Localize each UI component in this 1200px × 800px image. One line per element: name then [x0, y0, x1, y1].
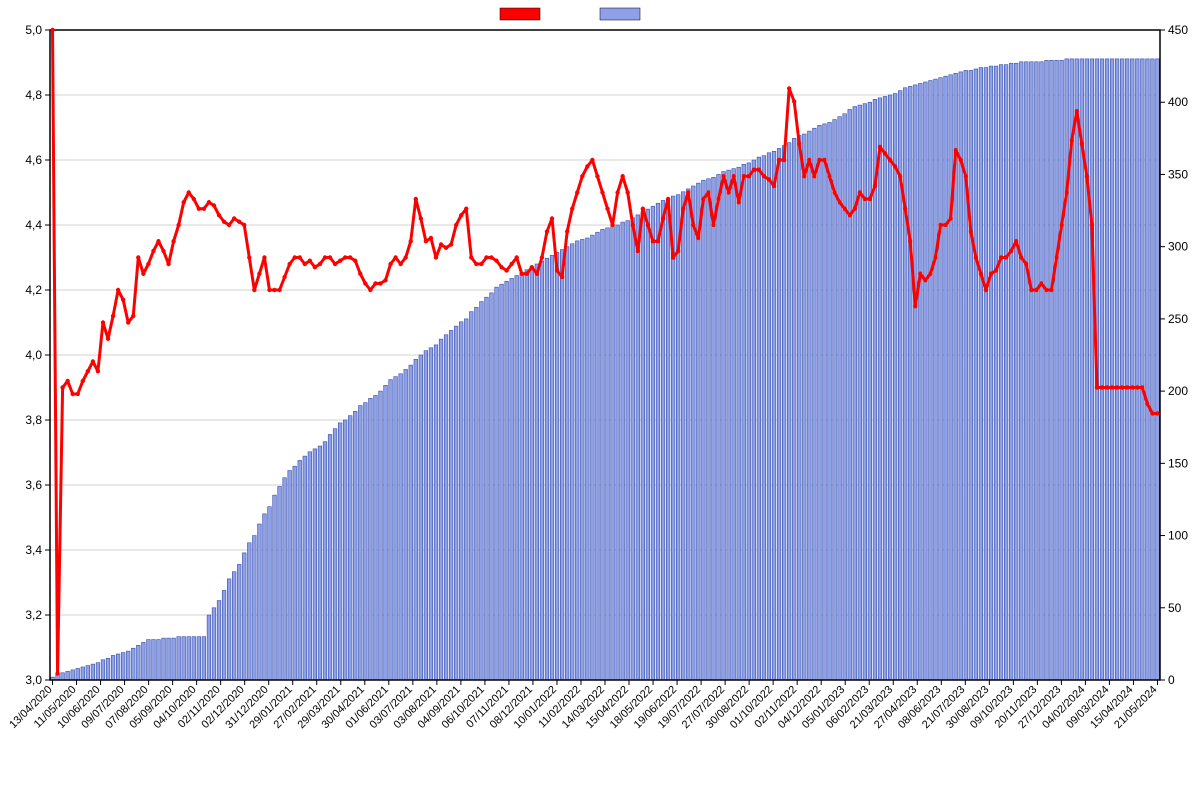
svg-text:200: 200 [1168, 384, 1188, 398]
svg-text:4,6: 4,6 [25, 153, 42, 167]
svg-text:3,6: 3,6 [25, 478, 42, 492]
svg-text:3,2: 3,2 [25, 608, 42, 622]
svg-text:350: 350 [1168, 167, 1188, 181]
svg-text:450: 450 [1168, 23, 1188, 37]
svg-text:3,0: 3,0 [25, 673, 42, 687]
svg-text:4,4: 4,4 [25, 218, 42, 232]
svg-text:0: 0 [1168, 673, 1175, 687]
svg-text:400: 400 [1168, 95, 1188, 109]
svg-text:300: 300 [1168, 240, 1188, 254]
svg-text:3,4: 3,4 [25, 543, 42, 557]
svg-text:150: 150 [1168, 456, 1188, 470]
svg-text:4,0: 4,0 [25, 348, 42, 362]
svg-text:100: 100 [1168, 529, 1188, 543]
svg-text:250: 250 [1168, 312, 1188, 326]
dual-axis-chart: 3,0 3,2 3,4 3,6 3,8 4,0 4,2 4,4 4,6 4,8 5,0 0 50 100 1… [0, 0, 1200, 800]
svg-text:50: 50 [1168, 601, 1182, 615]
chart-container: 3,0 3,2 3,4 3,6 3,8 4,0 4,2 4,4 4,6 4,8 5,0 0 50 100 1… [0, 0, 1200, 800]
svg-text:5,0: 5,0 [25, 23, 42, 37]
svg-text:3,8: 3,8 [25, 413, 42, 427]
svg-text:4,2: 4,2 [25, 283, 42, 297]
svg-text:4,8: 4,8 [25, 88, 42, 102]
